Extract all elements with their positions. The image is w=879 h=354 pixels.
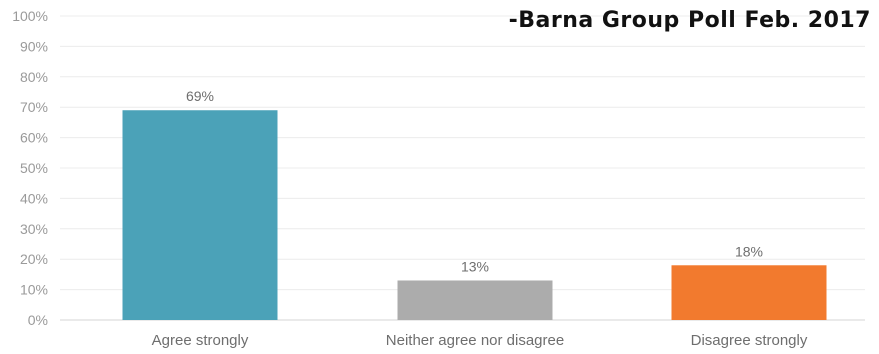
y-tick-label: 20% (20, 251, 48, 267)
bar-neither-agree-nor-disagree (397, 280, 553, 320)
y-tick-label: 50% (20, 160, 48, 176)
data-labels: 69% 13% 18% (186, 88, 763, 274)
y-tick-label: 90% (20, 38, 48, 54)
bar-agree-strongly (122, 110, 278, 321)
bars (122, 110, 827, 321)
y-tick-label: 80% (20, 69, 48, 85)
y-tick-label: 10% (20, 282, 48, 298)
data-label: 18% (735, 243, 763, 259)
y-tick-label: 60% (20, 130, 48, 146)
category-labels: Agree strongly Neither agree nor disagree… (152, 332, 808, 349)
y-axis-ticks: 0% 10% 20% 30% 40% 50% 60% 70% 80% 90% 100% (12, 8, 48, 328)
y-tick-label: 40% (20, 190, 48, 206)
y-tick-label: 70% (20, 99, 48, 115)
category-label: Agree strongly (152, 332, 249, 349)
y-tick-label: 30% (20, 221, 48, 237)
y-tick-label: 100% (12, 8, 48, 24)
bar-disagree-strongly (671, 265, 827, 320)
category-label: Neither agree nor disagree (386, 332, 564, 349)
category-label: Disagree strongly (691, 332, 808, 349)
data-label: 13% (461, 258, 489, 274)
data-label: 69% (186, 88, 214, 104)
source-note: -Barna Group Poll Feb. 2017 (508, 8, 871, 33)
y-tick-label: 0% (28, 312, 48, 328)
